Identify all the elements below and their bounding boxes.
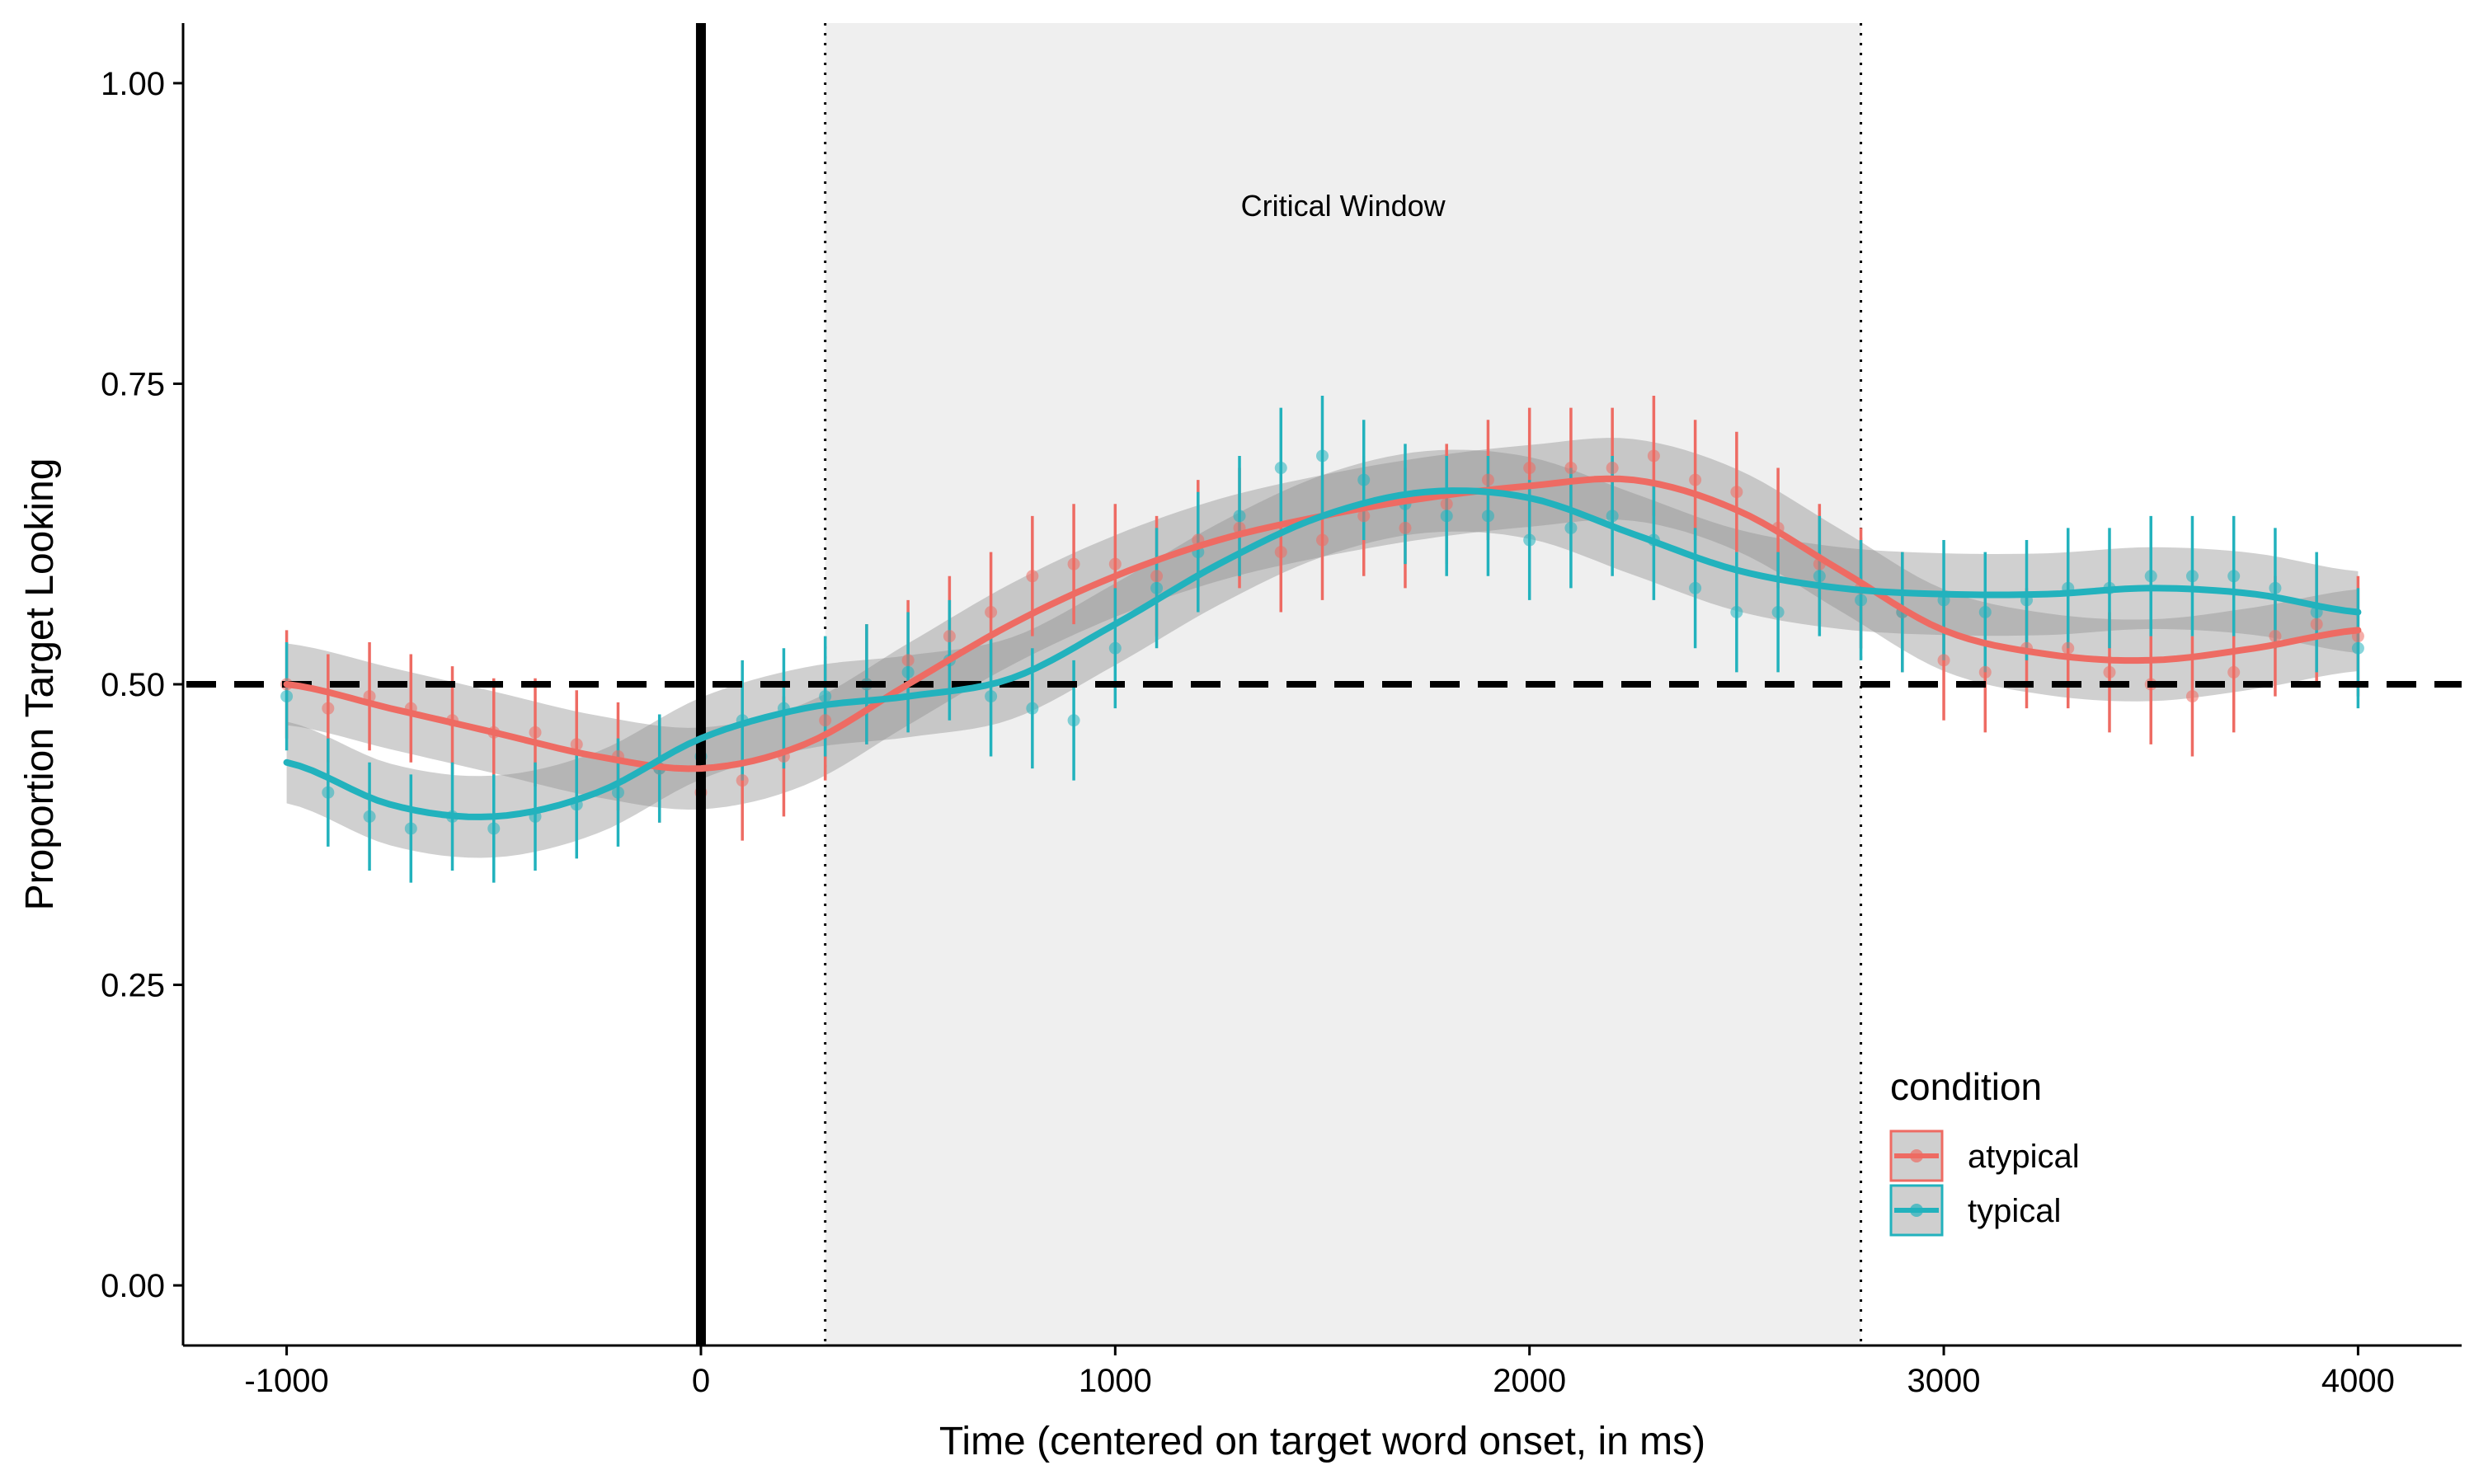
- data-point-atypical: [1274, 546, 1287, 559]
- data-point-atypical: [529, 726, 542, 739]
- x-tick-label: 0: [692, 1363, 710, 1399]
- legend-title: condition: [1890, 1065, 2042, 1108]
- data-point-atypical: [819, 714, 832, 727]
- data-point-typical: [1026, 702, 1039, 715]
- data-point-typical: [611, 786, 624, 799]
- data-point-typical: [1771, 606, 1785, 619]
- y-tick-label: 0.00: [101, 1268, 165, 1304]
- legend-key-point-atypical: [1910, 1149, 1923, 1162]
- data-point-typical: [2227, 570, 2241, 583]
- data-point-atypical: [1150, 570, 1164, 583]
- data-point-typical: [1274, 462, 1287, 475]
- x-tick-label: 1000: [1079, 1363, 1152, 1399]
- legend-label-atypical: atypical: [1968, 1139, 2080, 1175]
- data-point-atypical: [1067, 557, 1080, 571]
- data-point-atypical: [2185, 690, 2199, 703]
- data-point-typical: [2144, 570, 2157, 583]
- x-tick-label: 2000: [1493, 1363, 1566, 1399]
- data-point-atypical: [1937, 654, 1950, 667]
- data-point-atypical: [943, 630, 956, 643]
- smooth-lines: [283, 475, 2362, 820]
- data-point-typical: [1606, 510, 1619, 523]
- confidence-ribbons: [286, 438, 2359, 858]
- data-point-atypical: [2310, 618, 2323, 631]
- data-point-typical: [280, 690, 294, 703]
- legend-label-typical: typical: [1968, 1193, 2061, 1229]
- data-point-typical: [404, 822, 417, 835]
- data-point-atypical: [2227, 665, 2241, 679]
- data-point-atypical: [1606, 462, 1619, 475]
- data-point-atypical: [2269, 630, 2282, 643]
- critical-window-label: Critical Window: [1241, 189, 1446, 223]
- x-axis-title: Time (centered on target word onset, in …: [939, 1420, 1705, 1463]
- data-point-atypical: [1730, 486, 1743, 499]
- data-point-atypical: [1357, 510, 1371, 523]
- legend-entries: atypical typical: [1889, 1129, 2080, 1237]
- data-point-atypical: [1481, 473, 1494, 486]
- data-point-typical: [322, 786, 335, 799]
- data-point-atypical: [985, 606, 998, 619]
- data-point-typical: [1813, 570, 1826, 583]
- data-point-typical: [1523, 533, 1536, 547]
- legend-entry-typical: typical: [1889, 1184, 2061, 1237]
- data-point-atypical: [1108, 557, 1122, 571]
- data-point-typical: [1855, 594, 1868, 607]
- data-point-typical: [2185, 570, 2199, 583]
- data-point-typical: [1108, 641, 1122, 655]
- x-tick-label: 3000: [1907, 1363, 1981, 1399]
- data-point-atypical: [570, 738, 583, 751]
- data-point-atypical: [1978, 665, 1992, 679]
- data-point-typical: [1481, 510, 1494, 523]
- plot-area: Critical Window: [186, 23, 2462, 1345]
- y-axis-title: Proportion Target Looking: [18, 458, 62, 911]
- legend: condition atypical typical: [1889, 1065, 2080, 1237]
- legend-key-point-typical: [1910, 1204, 1923, 1217]
- data-point-atypical: [2103, 665, 2116, 679]
- data-point-atypical: [736, 774, 749, 787]
- data-point-typical: [1564, 521, 1578, 534]
- y-tick-label: 0.25: [101, 968, 165, 1004]
- ribbon-typical: [286, 449, 2359, 858]
- data-point-typical: [1233, 510, 1246, 523]
- x-axis-ticks: -1000 0 1000 2000 3000 4000: [244, 1345, 2395, 1399]
- data-point-typical: [363, 810, 376, 823]
- data-point-typical: [2351, 641, 2364, 655]
- data-point-typical: [901, 665, 915, 679]
- legend-entry-atypical: atypical: [1889, 1129, 2080, 1182]
- data-point-atypical: [2062, 641, 2075, 655]
- data-point-atypical: [1399, 521, 1412, 534]
- smooth-line-typical: [283, 487, 2362, 820]
- data-point-typical: [1440, 510, 1453, 523]
- data-point-atypical: [1647, 449, 1660, 463]
- data-point-typical: [985, 690, 998, 703]
- data-point-typical: [2269, 581, 2282, 594]
- data-point-atypical: [1564, 462, 1578, 475]
- data-point-typical: [1357, 473, 1371, 486]
- x-tick-label: -1000: [244, 1363, 328, 1399]
- y-tick-label: 1.00: [101, 66, 165, 102]
- ribbon-atypical: [286, 438, 2359, 810]
- data-point-typical: [1067, 714, 1080, 727]
- data-point-atypical: [1523, 462, 1536, 475]
- x-tick-label: 4000: [2321, 1363, 2395, 1399]
- data-point-typical: [1150, 581, 1164, 594]
- y-tick-label: 0.75: [101, 366, 165, 402]
- data-point-atypical: [1026, 570, 1039, 583]
- data-point-typical: [1689, 581, 1702, 594]
- axes: -1000 0 1000 2000 3000 4000 0.00 0.25 0.50 0.75 1…: [18, 23, 2462, 1463]
- data-point-typical: [1730, 606, 1743, 619]
- y-axis-ticks: 0.00 0.25 0.50 0.75 1.00: [101, 66, 183, 1304]
- data-point-atypical: [1440, 497, 1453, 510]
- data-point-typical: [1316, 449, 1329, 463]
- data-point-typical: [819, 690, 832, 703]
- data-point-typical: [487, 822, 501, 835]
- data-point-atypical: [1316, 533, 1329, 547]
- data-point-atypical: [322, 702, 335, 715]
- data-point-atypical: [901, 654, 915, 667]
- data-point-atypical: [1689, 473, 1702, 486]
- data-point-typical: [1978, 606, 1992, 619]
- y-tick-label: 0.50: [101, 667, 165, 703]
